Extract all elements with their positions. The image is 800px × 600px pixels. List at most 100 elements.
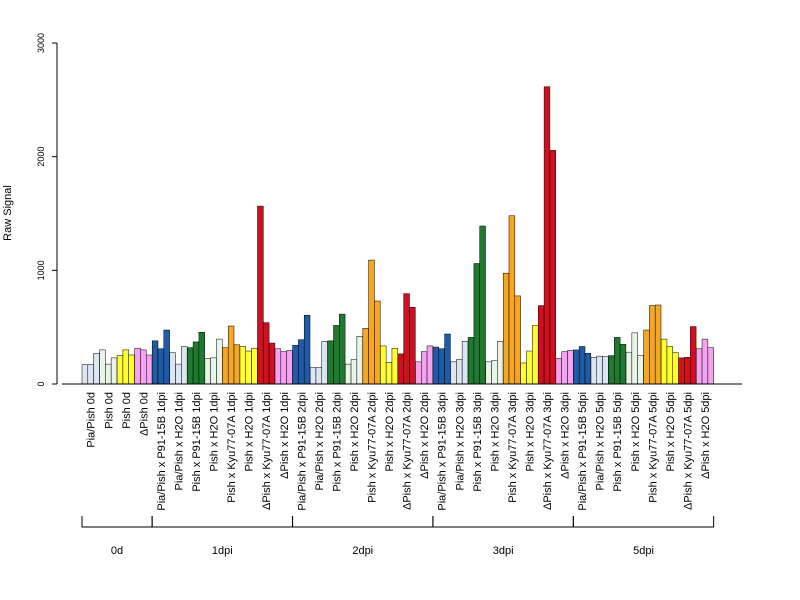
category-label: Pish 0d <box>103 392 115 429</box>
category-label: Pish x H2O 5dpi <box>630 392 642 471</box>
bar <box>134 347 141 385</box>
bar <box>573 349 580 385</box>
y-axis: 0 1000 2000 3000 <box>36 33 58 387</box>
group-label: 1dpi <box>212 545 233 557</box>
bar <box>87 364 94 385</box>
bar <box>608 355 615 385</box>
category-label: Pish x H2O 5dpi <box>665 392 677 471</box>
group-label: 5dpi <box>633 545 654 557</box>
bar <box>374 300 381 385</box>
bar <box>292 345 299 385</box>
bar <box>99 349 106 385</box>
bar <box>461 341 469 385</box>
group-bracket <box>432 516 574 528</box>
bar <box>303 314 311 385</box>
bar <box>538 305 545 385</box>
bar <box>649 305 656 385</box>
bar <box>684 357 691 385</box>
bar <box>421 351 428 385</box>
category-label: Pia/Pish x H2O 2dpi <box>314 392 326 490</box>
bar <box>502 272 510 385</box>
bar <box>128 354 135 385</box>
bar <box>110 357 118 385</box>
bar <box>596 355 603 385</box>
category-label: Pia/Pish x H2O 3dpi <box>454 392 466 490</box>
category-label: Pish x P91-15B 5dpi <box>612 392 624 492</box>
category-label: Pia/Pish x P91-15B 2dpi <box>296 392 308 511</box>
group-label: 3dpi <box>493 545 514 557</box>
bar <box>151 340 159 385</box>
bar <box>216 338 223 385</box>
category-label: ΔPish x H2O 3dpi <box>560 392 572 479</box>
bar <box>614 337 621 385</box>
bar <box>532 325 539 385</box>
bar <box>696 348 703 385</box>
bar <box>467 337 475 385</box>
category-labels: Pia/Pish 0d Pish 0d Pish 0d ΔPish 0d Pia/Pis… <box>86 392 712 511</box>
bar <box>654 304 662 385</box>
bar <box>584 353 592 385</box>
bar <box>309 367 317 385</box>
bar <box>362 328 369 385</box>
bar <box>543 86 551 385</box>
bar <box>146 354 153 385</box>
category-label: ΔPish x H2O 2dpi <box>419 392 431 479</box>
bar <box>81 364 89 385</box>
bar <box>473 263 480 385</box>
group-label: 2dpi <box>352 545 373 557</box>
bar <box>549 150 556 385</box>
bar <box>491 360 498 385</box>
bar <box>122 349 129 385</box>
bar <box>409 307 416 385</box>
bar <box>555 358 562 385</box>
bars-layer <box>81 86 714 385</box>
bar <box>204 358 211 385</box>
bar <box>116 355 124 385</box>
category-label: ΔPish 0d <box>138 392 150 436</box>
category-label: Pish x H2O 2dpi <box>349 392 361 471</box>
bar <box>233 344 241 385</box>
bar <box>602 356 609 385</box>
bar <box>456 359 463 385</box>
bar <box>707 347 714 385</box>
category-label: Pish x H2O 3dpi <box>524 392 536 471</box>
group-bracket <box>292 516 434 528</box>
bar <box>415 361 422 385</box>
group-label: 0d <box>111 545 123 557</box>
bar <box>508 215 516 385</box>
category-label: ΔPish x Kyu77-07A 1dpi <box>261 392 273 510</box>
bar <box>181 346 188 385</box>
group-bracket <box>572 516 715 528</box>
y-axis-title: Raw Signal <box>2 185 14 241</box>
group-brackets: 0d 1dpi 2dpi 3dpi 5dpi <box>81 516 715 557</box>
category-label: Pia/Pish x H2O 1dpi <box>173 392 185 490</box>
category-label: Pia/Pish x P91-15B 1dpi <box>156 392 168 511</box>
bar <box>321 341 328 385</box>
category-label: Pish x H2O 3dpi <box>489 392 501 471</box>
bar <box>339 313 346 385</box>
category-label: Pish x P91-15B 3dpi <box>472 392 484 492</box>
bar <box>479 225 486 385</box>
category-label: Pish x Kyu77-07A 3dpi <box>507 392 519 503</box>
bar <box>666 346 674 385</box>
bar <box>520 362 527 385</box>
bar <box>432 346 440 385</box>
y-tick-label: 2000 <box>36 147 46 167</box>
bar <box>380 345 387 385</box>
bar <box>660 338 668 385</box>
bar <box>690 326 697 385</box>
bar <box>526 350 533 385</box>
bar <box>93 353 100 385</box>
bar <box>450 361 457 385</box>
bar <box>257 205 264 385</box>
category-label: ΔPish x H2O 1dpi <box>279 392 291 479</box>
bar <box>643 329 650 385</box>
bar <box>327 340 334 385</box>
bar <box>245 350 252 385</box>
bar <box>187 347 194 385</box>
bar <box>625 351 633 385</box>
bar <box>672 352 679 385</box>
category-label: ΔPish x Kyu77-07A 3dpi <box>542 392 554 510</box>
bar <box>198 332 205 385</box>
